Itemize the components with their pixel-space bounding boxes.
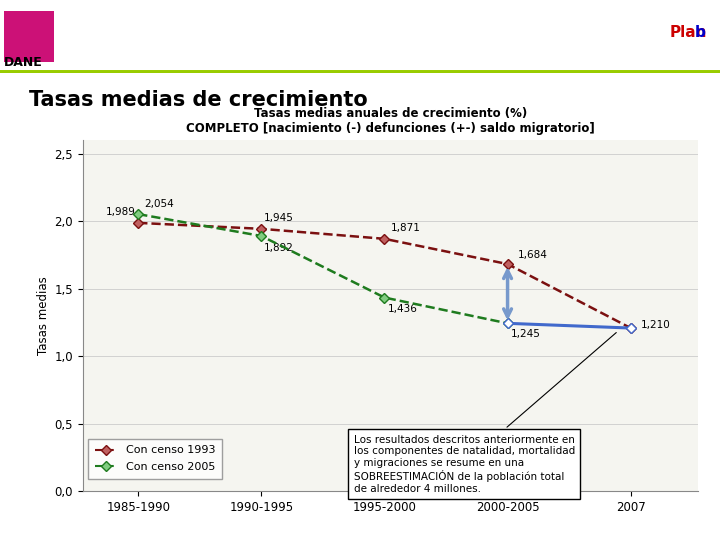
- Text: b: b: [695, 25, 706, 40]
- Text: 1,945: 1,945: [264, 213, 294, 224]
- Con censo 1993: [257, 226, 266, 232]
- Con censo 2005: [257, 233, 266, 239]
- Text: 1,436: 1,436: [388, 305, 418, 314]
- Title: Tasas medias anuales de crecimiento (%)
COMPLETO [nacimiento (-) defunciones (+-: Tasas medias anuales de crecimiento (%) …: [186, 107, 595, 135]
- Con censo 2005: [503, 320, 512, 327]
- Con censo 1993: [503, 261, 512, 267]
- Text: 1,245: 1,245: [511, 329, 541, 339]
- Line: Con censo 1993: Con censo 1993: [135, 219, 634, 332]
- Text: 1,871: 1,871: [391, 224, 420, 233]
- Con censo 1993: [380, 235, 389, 242]
- Line: Con censo 2005: Con censo 2005: [135, 211, 511, 327]
- Legend: Con censo 1993, Con censo 2005: Con censo 1993, Con censo 2005: [89, 439, 222, 479]
- Text: 1,684: 1,684: [518, 250, 547, 260]
- Text: 1,892: 1,892: [264, 243, 294, 253]
- FancyBboxPatch shape: [4, 11, 54, 62]
- Text: 2,054: 2,054: [145, 199, 174, 208]
- Text: Plan: Plan: [670, 25, 707, 40]
- Text: DANE: DANE: [4, 56, 42, 69]
- Text: Los resultados descritos anteriormente en
los componentes de natalidad, mortalid: Los resultados descritos anteriormente e…: [354, 333, 616, 494]
- Text: 1,210: 1,210: [641, 320, 670, 330]
- Con censo 1993: [626, 325, 635, 331]
- Con censo 1993: [134, 220, 143, 226]
- Con censo 2005: [134, 211, 143, 217]
- Text: 1,989: 1,989: [106, 207, 136, 218]
- Text: Tasas medias de crecimiento: Tasas medias de crecimiento: [29, 90, 367, 110]
- Y-axis label: Tasas medias: Tasas medias: [37, 276, 50, 355]
- Con censo 2005: [380, 294, 389, 301]
